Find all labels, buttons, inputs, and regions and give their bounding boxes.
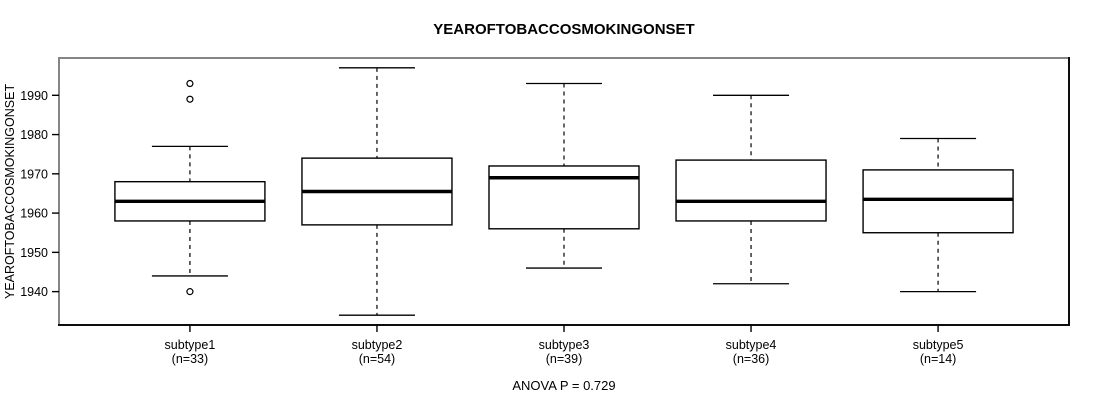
iqr-box-subtype4	[675, 159, 827, 222]
x-sublabel-subtype5: (n=14)	[920, 352, 956, 366]
x-label-subtype5: subtype5	[913, 338, 964, 352]
y-tick-label: 1960	[20, 207, 48, 221]
y-tick-label: 1970	[20, 167, 48, 181]
y-tick-label: 1980	[20, 128, 48, 142]
iqr-box-subtype3	[488, 165, 640, 230]
y-tick-label: 1990	[20, 89, 48, 103]
outlier-point-subtype1	[186, 95, 194, 103]
x-label-subtype2: subtype2	[352, 338, 403, 352]
x-sublabel-subtype1: (n=33)	[172, 352, 208, 366]
y-tick-label: 1950	[20, 246, 48, 260]
chart-title: YEAROFTOBACCOSMOKINGONSET	[433, 21, 695, 38]
x-sublabel-subtype4: (n=36)	[733, 352, 769, 366]
x-label-subtype4: subtype4	[726, 338, 777, 352]
outlier-point-subtype1	[186, 288, 194, 296]
x-label-subtype1: subtype1	[165, 338, 216, 352]
iqr-box-subtype5	[862, 169, 1014, 234]
y-tick-label: 1940	[20, 285, 48, 299]
x-sublabel-subtype2: (n=54)	[359, 352, 395, 366]
anova-annotation: ANOVA P = 0.729	[512, 378, 616, 393]
x-label-subtype3: subtype3	[539, 338, 590, 352]
outlier-point-subtype1	[186, 79, 194, 88]
x-sublabel-subtype3: (n=39)	[546, 352, 582, 366]
